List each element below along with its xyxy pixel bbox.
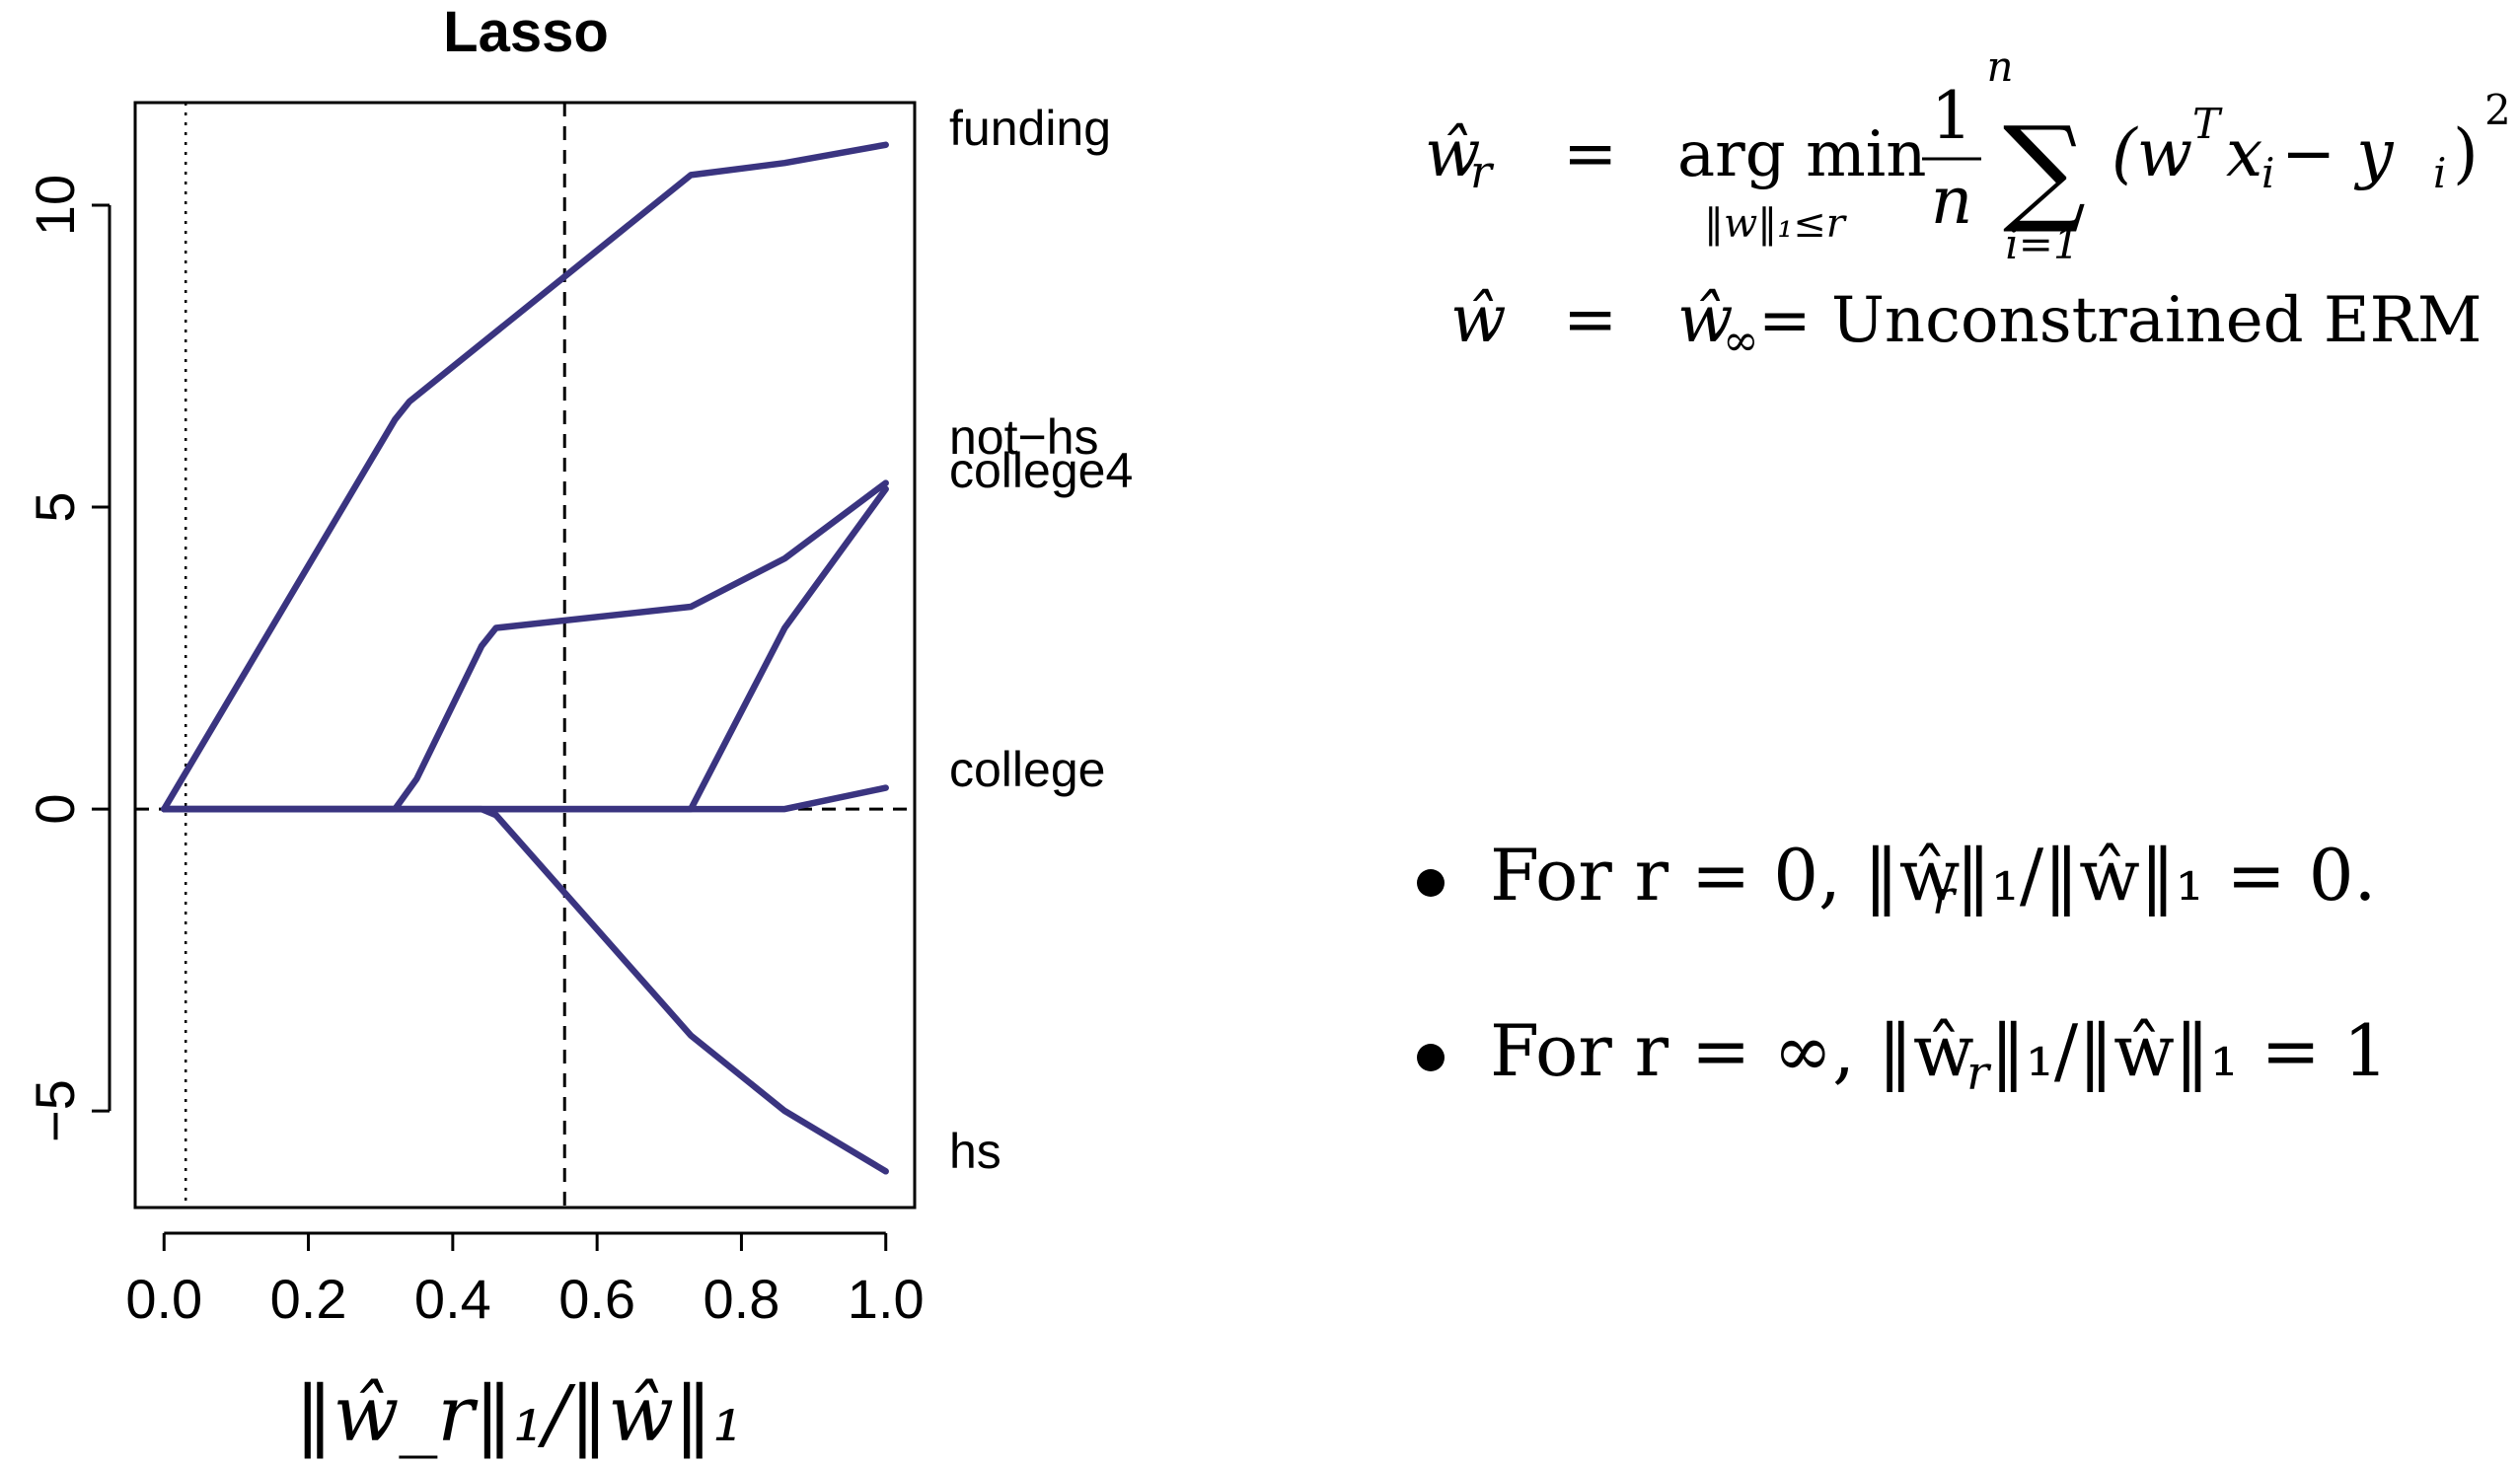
eq1-summand-x: x bbox=[2226, 115, 2262, 191]
x-tick-label: 0.0 bbox=[125, 1268, 202, 1330]
bullet-2-sub: r bbox=[1966, 1046, 1992, 1101]
x-tick-label: 0.2 bbox=[270, 1268, 347, 1330]
eq1-lhs-sub: r bbox=[1470, 145, 1495, 198]
plot-frame bbox=[133, 101, 917, 1209]
y-tick-label: 5 bbox=[24, 491, 86, 522]
bullet-item: For r = 0, ‖ŵ r ‖₁/‖ŵ‖₁ = 0. bbox=[1417, 834, 2376, 925]
bullet-marker bbox=[1417, 1044, 1445, 1071]
bullet-2-text: For r = ∞, ‖ŵ bbox=[1490, 1009, 1974, 1092]
eq1-summand-sup: T bbox=[2192, 100, 2223, 148]
eq1-sum-bottom: i=1 bbox=[2005, 220, 2079, 268]
eq1-argmin-sub: ‖w‖₁≤r bbox=[1704, 201, 1848, 247]
eq2-equals: = bbox=[1563, 281, 1617, 357]
eq1-summand-close: ) bbox=[2453, 115, 2479, 191]
equation-1: ŵ r = arg min ‖w‖₁≤r 1 n n ∑ i=1 (w T x … bbox=[1425, 42, 2511, 268]
eq2-rhs-w: ŵ bbox=[1677, 281, 1734, 357]
bullet-marker bbox=[1417, 869, 1445, 897]
eq2-lhs: ŵ bbox=[1450, 281, 1507, 357]
series-line-funding bbox=[161, 141, 889, 813]
bullet-1-rest: ‖₁/‖ŵ‖₁ = 0. bbox=[1956, 834, 2376, 916]
bullet-2-rest: ‖₁/‖ŵ‖₁ = 1 bbox=[1990, 1009, 2389, 1092]
x-tick-label: 0.6 bbox=[558, 1268, 635, 1330]
eq2-rhs-rest: = Unconstrained ERM bbox=[1758, 284, 2482, 357]
series-label-college: college bbox=[949, 742, 1105, 797]
eq1-summand-minus: − y bbox=[2281, 115, 2394, 191]
x-axis: 0.0 0.2 0.4 0.6 0.8 1.0 bbox=[125, 1231, 925, 1330]
bullet-list: For r = 0, ‖ŵ r ‖₁/‖ŵ‖₁ = 0. For r = ∞, … bbox=[1417, 834, 2389, 1101]
bullet-item: For r = ∞, ‖ŵ r ‖₁/‖ŵ‖₁ = 1 bbox=[1417, 1009, 2389, 1101]
eq2-rhs-sub: ∞ bbox=[1723, 316, 1759, 366]
eq1-summand-pow: 2 bbox=[2484, 86, 2511, 134]
chart-title: Lasso bbox=[443, 0, 609, 64]
series-line-hs bbox=[161, 805, 889, 1175]
eq1-frac-num: 1 bbox=[1931, 78, 1972, 154]
x-tick-label: 1.0 bbox=[848, 1268, 925, 1330]
bullet-1-sub: r bbox=[1932, 870, 1958, 925]
x-axis-label: ‖ŵ_r‖₁/‖ŵ‖₁ bbox=[295, 1370, 744, 1459]
series-line-college4 bbox=[161, 485, 889, 813]
eq1-summand: (w bbox=[2112, 115, 2192, 191]
y-tick-label: 0 bbox=[24, 793, 86, 824]
bullet-1-text: For r = 0, ‖ŵ bbox=[1490, 834, 1960, 916]
series-label-hs: hs bbox=[949, 1124, 1001, 1179]
series-label-funding: funding bbox=[949, 101, 1111, 156]
eq1-summand-sub1: i bbox=[2261, 149, 2274, 197]
series-line-not-hs bbox=[161, 479, 889, 813]
eq1-equals: = bbox=[1563, 115, 1617, 191]
series-label-not-hs: not−hs bbox=[949, 409, 1099, 465]
y-axis: −5 0 5 10 bbox=[24, 175, 111, 1142]
series-lines bbox=[161, 141, 889, 1175]
eq1-sum-top: n bbox=[1986, 42, 2013, 91]
eq1-sum-symbol: ∑ bbox=[2003, 101, 2086, 237]
y-tick-label: 10 bbox=[24, 175, 86, 236]
equation-2: ŵ = ŵ ∞ = Unconstrained ERM bbox=[1450, 281, 2482, 366]
eq1-frac-den: n bbox=[1931, 163, 1973, 239]
series-label-college4: college4 bbox=[949, 443, 1133, 498]
x-tick-label: 0.4 bbox=[414, 1268, 491, 1330]
eq1-argmin: arg min bbox=[1677, 118, 1926, 191]
y-tick-label: −5 bbox=[24, 1079, 86, 1142]
eq1-lhs: ŵ bbox=[1425, 115, 1481, 191]
x-tick-label: 0.8 bbox=[704, 1268, 780, 1330]
eq1-summand-sub2: i bbox=[2433, 149, 2446, 197]
